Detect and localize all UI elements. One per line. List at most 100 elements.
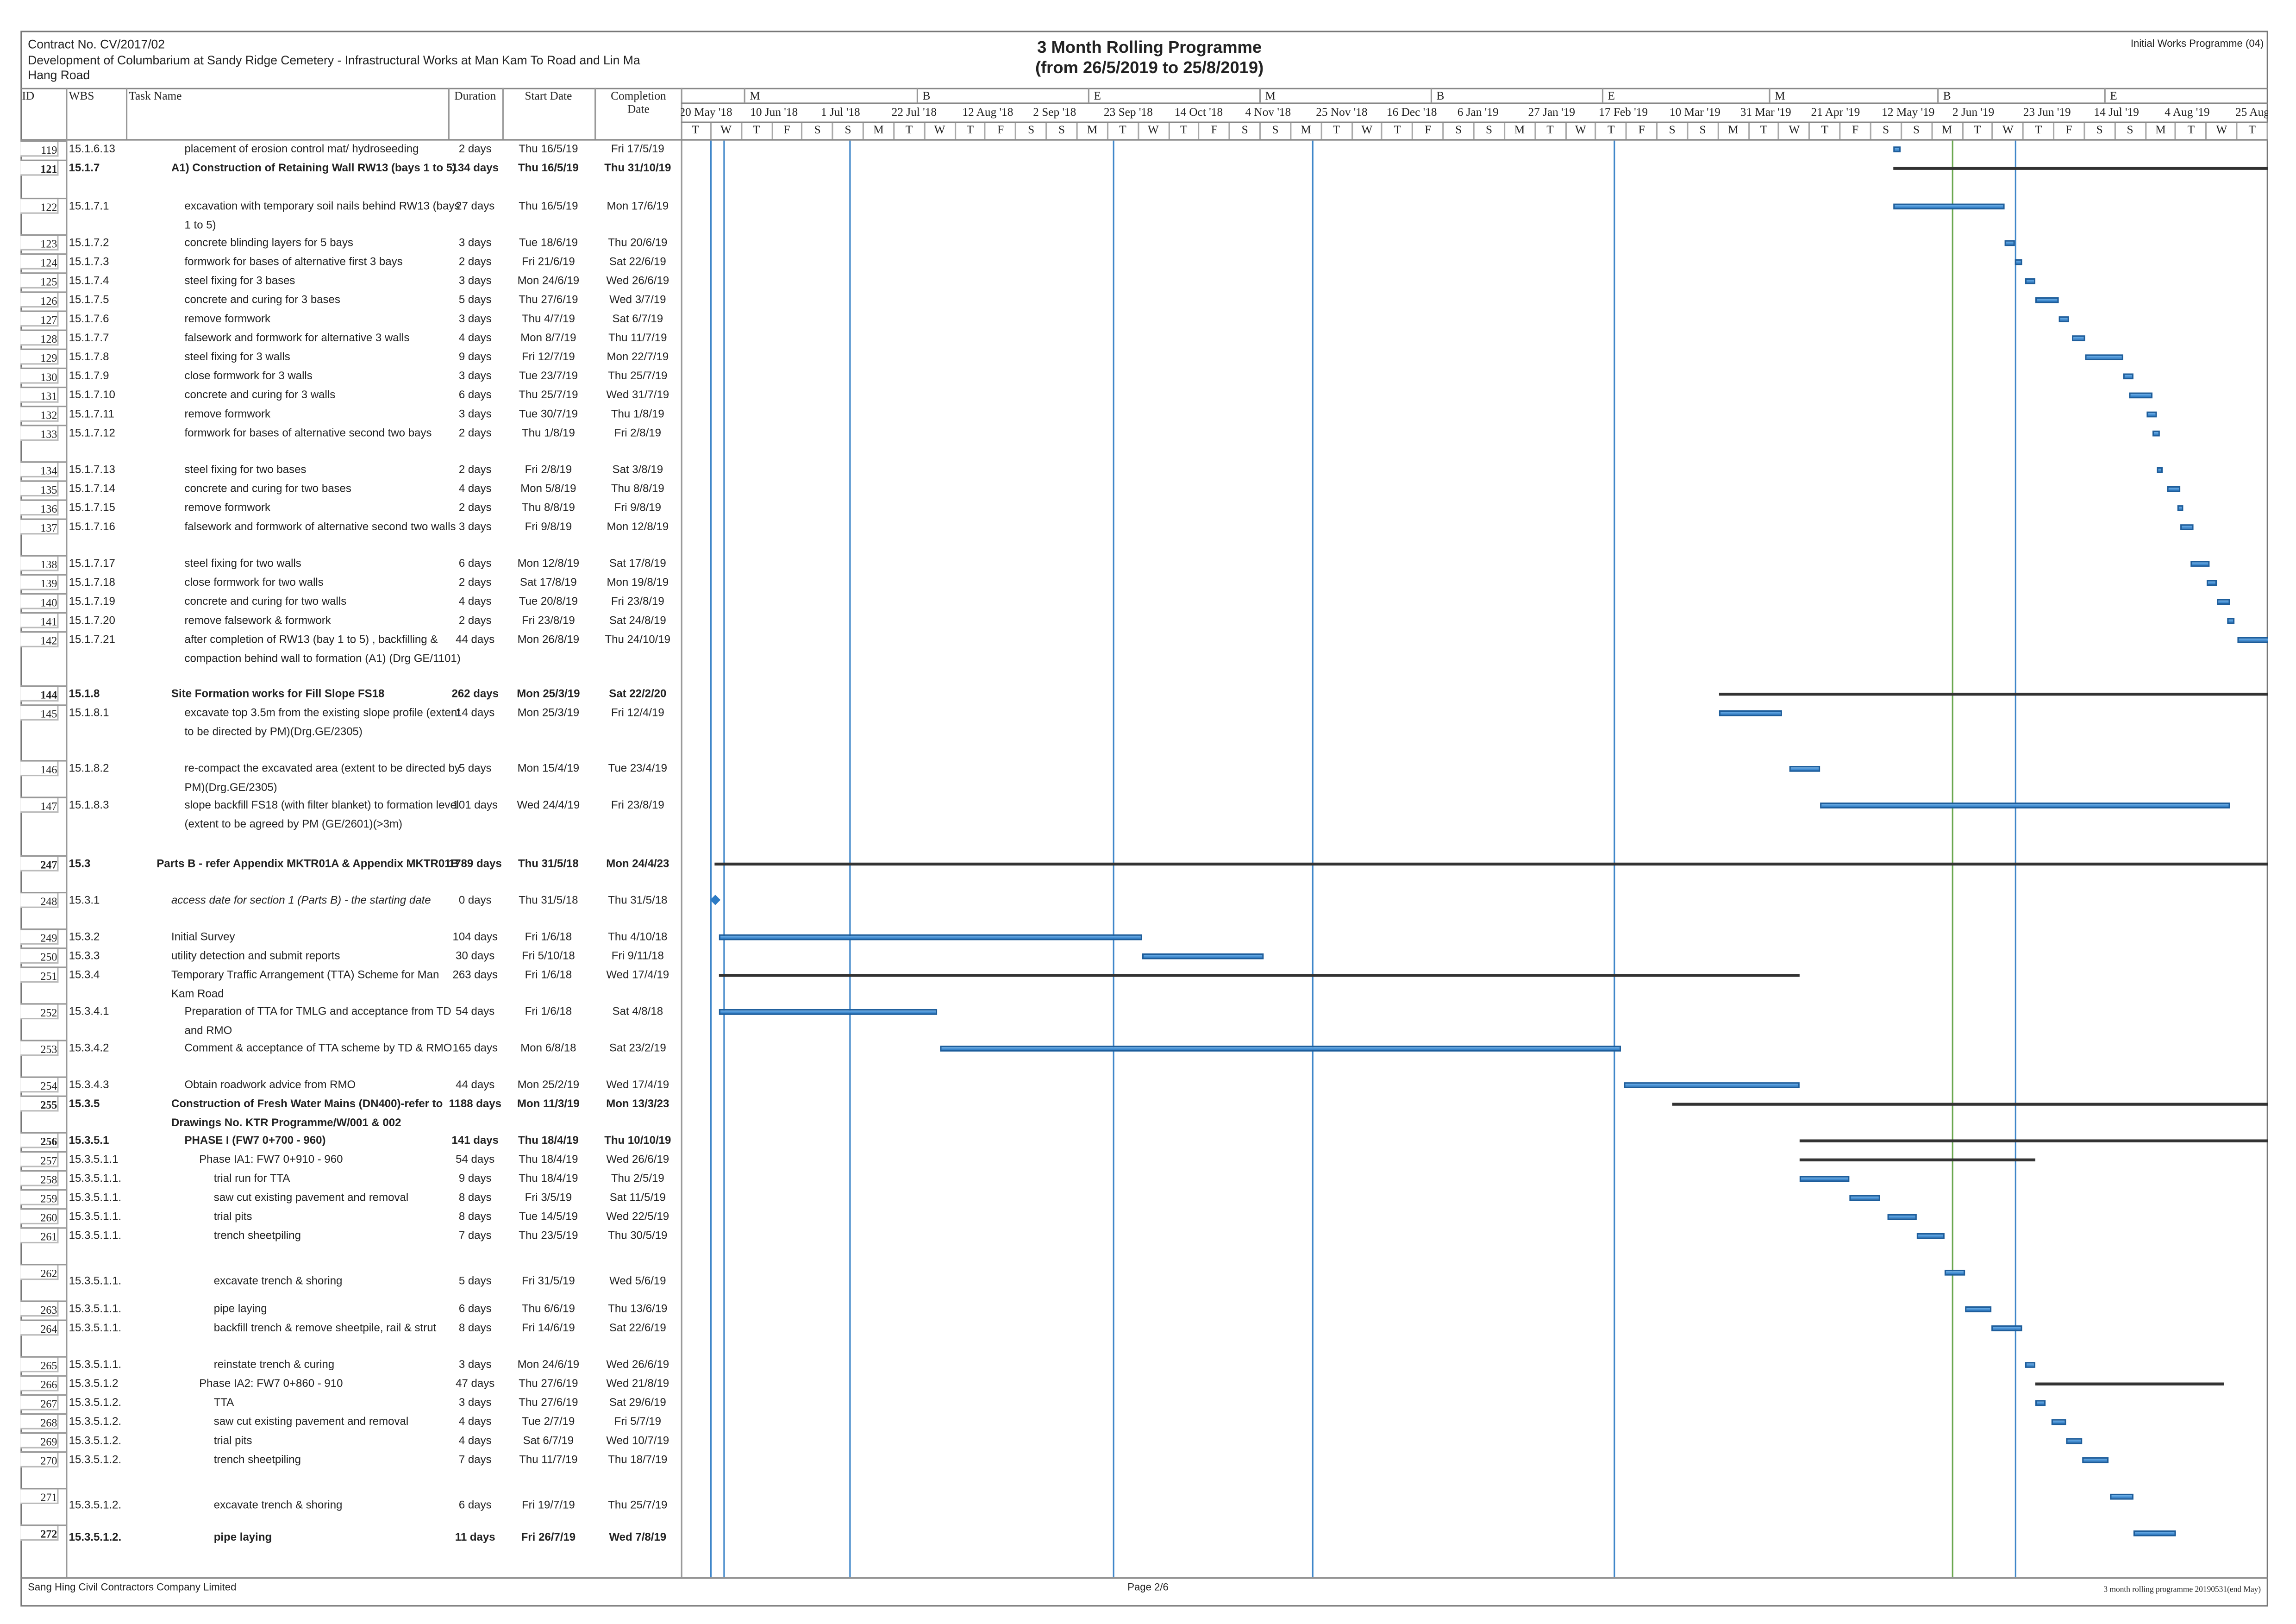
table-row[interactable]: 135 15.1.7.14 concrete and curing for two … [20, 480, 681, 499]
table-row[interactable]: 129 15.1.7.8 steel fixing for 3 walls 9 day… [20, 348, 681, 368]
table-row[interactable]: 145 15.1.8.1 excavate top 3.5m from the ex… [20, 704, 681, 760]
table-row[interactable]: 253 15.3.4.2 Comment & acceptance of TTA s… [20, 1040, 681, 1076]
table-row[interactable]: 262 15.3.5.1.1. excavate trench & shoring 5… [20, 1264, 681, 1300]
table-row[interactable]: 252 15.3.4.1 Preparation of TTA for TMLG a… [20, 1003, 681, 1040]
task-bar[interactable] [2129, 392, 2153, 399]
task-bar[interactable] [1820, 803, 2231, 809]
task-bar[interactable] [1143, 953, 1264, 959]
col-id[interactable]: ID [22, 89, 35, 103]
task-bar[interactable] [2109, 1493, 2133, 1500]
table-row[interactable]: 134 15.1.7.13 steel fixing for two bases 2 … [20, 461, 681, 480]
task-bar[interactable] [1964, 1306, 1992, 1312]
table-row[interactable]: 261 15.3.5.1.1. trench sheetpiling 7 days Th… [20, 1227, 681, 1264]
table-row[interactable]: 132 15.1.7.11 remove formwork 3 days Tue 30/… [20, 406, 681, 425]
table-row[interactable]: 138 15.1.7.17 steel fixing for two walls 6 … [20, 555, 681, 574]
task-bar[interactable] [2025, 1362, 2035, 1368]
table-row[interactable]: 248 15.3.1 access date for section 1 (Part… [20, 892, 681, 928]
task-bar[interactable] [2133, 1530, 2177, 1536]
task-bar[interactable] [1624, 1082, 1800, 1088]
table-row[interactable]: 119 15.1.6.13 placement of erosion control… [20, 140, 681, 160]
table-row[interactable]: 127 15.1.7.6 remove formwork 3 days Thu 4/7/… [20, 310, 681, 329]
summary-bar[interactable] [1671, 1103, 2268, 1106]
task-bar[interactable] [2005, 240, 2015, 246]
table-row[interactable]: 270 15.3.5.1.2. trench sheetpiling 7 days Th… [20, 1451, 681, 1488]
col-start[interactable]: Start Date [525, 89, 572, 103]
table-row[interactable]: 259 15.3.5.1.1. saw cut existing pavement … [20, 1189, 681, 1208]
table-row[interactable]: 256 15.3.5.1 PHASE I (FW7 0+700 - 960) 141 … [20, 1132, 681, 1151]
task-bar[interactable] [2085, 354, 2123, 360]
task-bar[interactable] [2153, 430, 2160, 437]
table-row[interactable]: 247 15.3 Parts B - refer Appendix MKTR01A … [20, 855, 681, 892]
task-bar[interactable] [1789, 766, 1820, 772]
task-bar[interactable] [2052, 1419, 2066, 1425]
table-row[interactable]: 146 15.1.8.2 re-compact the excavated area… [20, 760, 681, 796]
task-bar[interactable] [1850, 1195, 1881, 1201]
task-bar[interactable] [1917, 1233, 1945, 1239]
table-row[interactable]: 271 15.3.5.1.2. excavate trench & shoring 6… [20, 1488, 681, 1524]
task-bar[interactable] [2015, 259, 2022, 265]
task-bar[interactable] [1887, 1214, 1918, 1220]
table-row[interactable]: 131 15.1.7.10 concrete and curing for 3 wa… [20, 386, 681, 406]
task-bar[interactable] [718, 1009, 938, 1015]
summary-bar[interactable] [718, 974, 1800, 977]
summary-bar[interactable] [1894, 167, 2268, 170]
table-row[interactable]: 260 15.3.5.1.1. trial pits 8 days Tue 14/5/1… [20, 1208, 681, 1227]
table-row[interactable]: 263 15.3.5.1.1. pipe laying 6 days Thu 6/6/1… [20, 1300, 681, 1319]
table-row[interactable]: 250 15.3.3 utility detection and submit re… [20, 947, 681, 966]
task-bar[interactable] [2227, 618, 2234, 624]
task-bar[interactable] [940, 1046, 1621, 1052]
table-row[interactable]: 269 15.3.5.1.2. trial pits 4 days Sat 6/7/19… [20, 1432, 681, 1451]
summary-bar[interactable] [1799, 1158, 2035, 1161]
task-bar[interactable] [2180, 524, 2194, 530]
task-bar[interactable] [2237, 637, 2268, 643]
table-row[interactable]: 142 15.1.7.21 after completion of RW13 (ba… [20, 631, 681, 685]
task-bar[interactable] [2035, 297, 2059, 303]
task-bar[interactable] [2122, 373, 2133, 380]
task-bar[interactable] [1894, 203, 2005, 210]
table-row[interactable]: 121 15.1.7 A1) Construction of Retaining W… [20, 159, 681, 198]
task-bar[interactable] [2072, 335, 2086, 341]
table-row[interactable]: 133 15.1.7.12 formwork for bases of altern… [20, 425, 681, 461]
task-bar[interactable] [2177, 505, 2183, 511]
table-row[interactable]: 257 15.3.5.1.1 Phase IA1: FW7 0+910 - 960 5… [20, 1151, 681, 1170]
table-row[interactable]: 249 15.3.2 Initial Survey 104 days Fri 1/6/1… [20, 928, 681, 947]
table-row[interactable]: 141 15.1.7.20 remove falsework & formwork 2… [20, 612, 681, 631]
milestone-marker[interactable] [710, 895, 721, 905]
table-row[interactable]: 265 15.3.5.1.1. reinstate trench & curing 3… [20, 1356, 681, 1375]
table-row[interactable]: 130 15.1.7.9 close formwork for 3 walls 3 d… [20, 367, 681, 387]
task-bar[interactable] [2217, 599, 2231, 605]
col-wbs[interactable]: WBS [69, 89, 94, 103]
task-bar[interactable] [1718, 710, 1783, 716]
table-row[interactable]: 137 15.1.7.16 falsework and formwork of al… [20, 518, 681, 555]
summary-bar[interactable] [715, 862, 2268, 866]
table-row[interactable]: 272 15.3.5.1.2. pipe laying 11 days Fri 26/7… [20, 1524, 681, 1552]
task-bar[interactable] [2207, 580, 2217, 586]
table-row[interactable]: 147 15.1.8.3 slope backfill FS18 (with fil… [20, 796, 681, 855]
table-row[interactable]: 268 15.3.5.1.2. saw cut existing pavement … [20, 1413, 681, 1432]
table-row[interactable]: 136 15.1.7.15 remove formwork 2 days Thu 8/8… [20, 499, 681, 518]
task-bar[interactable] [2025, 278, 2035, 284]
table-row[interactable]: 254 15.3.4.3 Obtain roadwork advice from R… [20, 1076, 681, 1096]
table-row[interactable]: 267 15.3.5.1.2. TTA 3 days Thu 27/6/19 Sat 29… [20, 1394, 681, 1413]
table-row[interactable]: 122 15.1.7.1 excavation with temporary soi… [20, 197, 681, 234]
task-bar[interactable] [1944, 1269, 1964, 1276]
table-row[interactable]: 251 15.3.4 Temporary Traffic Arrangement (… [20, 966, 681, 1003]
task-bar[interactable] [718, 934, 1143, 941]
table-row[interactable]: 125 15.1.7.4 steel fixing for 3 bases 3 day… [20, 272, 681, 291]
task-bar[interactable] [1799, 1176, 1850, 1182]
table-row[interactable]: 258 15.3.5.1.1. trial run for TTA 9 days Thu… [20, 1170, 681, 1189]
task-bar[interactable] [1991, 1325, 2022, 1331]
table-row[interactable]: 123 15.1.7.2 concrete blinding layers for … [20, 234, 681, 253]
summary-bar[interactable] [2035, 1382, 2224, 1386]
summary-bar[interactable] [1799, 1139, 2268, 1142]
table-row[interactable]: 139 15.1.7.18 close formwork for two walls… [20, 574, 681, 593]
task-bar[interactable] [2156, 467, 2164, 473]
table-row[interactable]: 140 15.1.7.19 concrete and curing for two … [20, 593, 681, 612]
table-row[interactable]: 255 15.3.5 Construction of Fresh Water Mai… [20, 1095, 681, 1132]
table-row[interactable]: 266 15.3.5.1.2 Phase IA2: FW7 0+860 - 910 4… [20, 1375, 681, 1394]
task-bar[interactable] [2190, 561, 2210, 567]
task-bar[interactable] [2082, 1457, 2109, 1463]
col-task-name[interactable]: Task Name [129, 89, 182, 103]
table-row[interactable]: 124 15.1.7.3 formwork for bases of alterna… [20, 253, 681, 272]
table-row[interactable]: 144 15.1.8 Site Formation works for Fill S… [20, 685, 681, 704]
